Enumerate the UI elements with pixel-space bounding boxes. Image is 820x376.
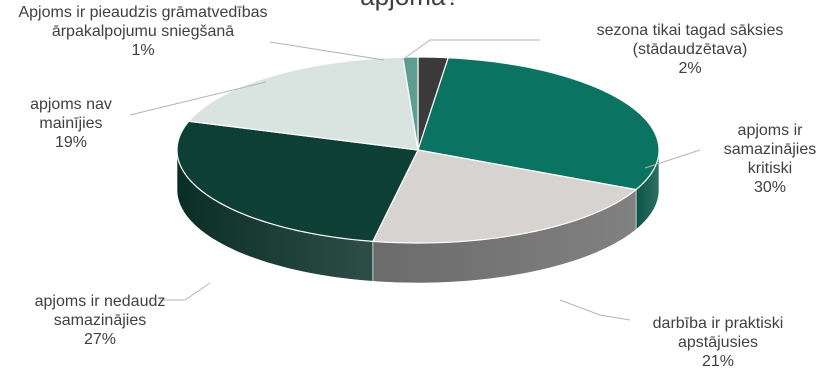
- slice-label-line: apjoms ir nedaudz: [34, 293, 166, 310]
- slice-value-label: 30%: [753, 179, 787, 196]
- slice-label-0: sezona tikai tagad sāksies (stādaudzētava…: [580, 21, 800, 78]
- leader-line-5: [269, 41, 385, 61]
- slice-label-line: kritiski: [747, 160, 793, 177]
- slice-value-label: 27%: [83, 331, 117, 348]
- slice-label-2: darbība ir praktiski apstājusies 21%: [618, 314, 818, 371]
- slice-value-label: 2%: [678, 60, 702, 77]
- pie-slice-1: [417, 57, 660, 191]
- slice-label-line: samazinājies: [53, 312, 147, 329]
- pie-slice-2: [372, 149, 637, 244]
- slice-label-line: samazinājies: [723, 141, 817, 158]
- slice-label-line: darbība ir praktiski: [652, 315, 784, 332]
- leader-line-0: [401, 39, 540, 61]
- slice-label-line: Apjoms ir pieaudzis grāmatvedības: [18, 4, 268, 21]
- leader-line-3: [160, 282, 211, 301]
- chart-title: apjoma?: [0, 0, 820, 12]
- pie-slice-3: [176, 120, 419, 242]
- slice-label-line: mainījies: [39, 115, 103, 132]
- slice-label-line: sezona tikai tagad sāksies: [596, 22, 784, 39]
- slice-label-line: apstājusies: [677, 334, 759, 351]
- slice-label-line: ārpakalpojumu sniegšanā: [51, 23, 235, 40]
- slice-label-line: apjoms nav: [30, 96, 112, 113]
- pie-slice-4: [188, 56, 419, 151]
- pie-slice-5: [402, 56, 419, 151]
- slice-label-line: apjoms ir: [737, 122, 803, 139]
- slice-value-label: 19%: [54, 134, 88, 151]
- leader-line-4: [129, 81, 267, 116]
- slice-value-label: 1%: [131, 42, 155, 59]
- leader-line-1: [644, 149, 701, 169]
- slice-value-label: 21%: [701, 353, 735, 370]
- leader-line-2: [559, 299, 631, 321]
- slice-label-1: apjoms ir samazinājies kritiski 30%: [705, 121, 820, 197]
- slice-label-4: apjoms nav mainījies 19%: [6, 95, 136, 152]
- slice-label-5: Apjoms ir pieaudzis grāmatvedības ārpakal…: [0, 3, 293, 60]
- slice-label-3: apjoms ir nedaudz samazinājies 27%: [0, 292, 210, 349]
- slice-label-line: (stādaudzētava): [632, 41, 748, 58]
